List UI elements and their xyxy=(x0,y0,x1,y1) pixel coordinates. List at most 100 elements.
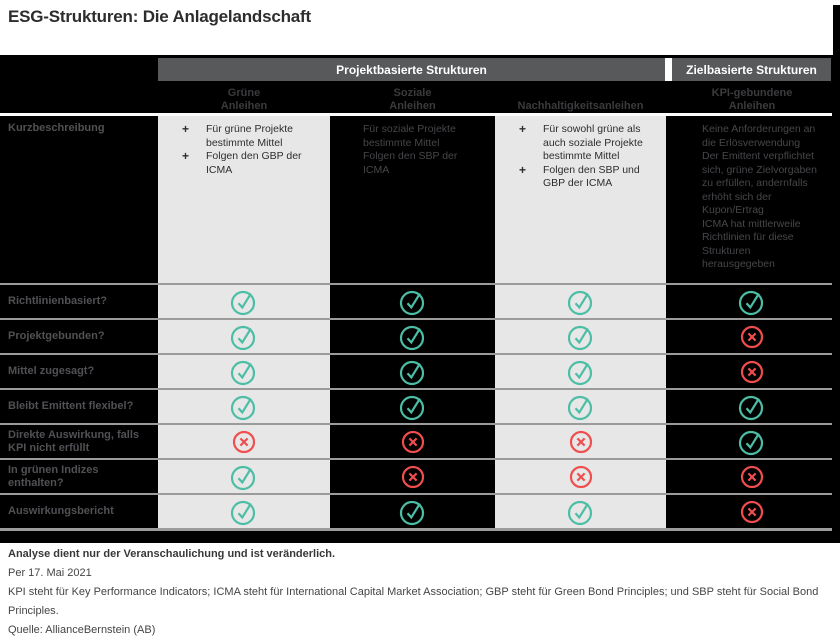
group-header-project-based: Projektbasierte Strukturen xyxy=(158,58,665,81)
comparison-table: Projektbasierte Strukturen Zielbasierte … xyxy=(0,55,840,543)
check-circle-icon xyxy=(230,465,256,490)
row-separator xyxy=(0,493,832,495)
cross-circle-icon xyxy=(401,430,424,453)
column-header-line: Grüne xyxy=(227,87,261,99)
check-circle-icon xyxy=(230,290,256,315)
mark-cell xyxy=(158,495,330,528)
table-bottom-line xyxy=(0,528,832,531)
description-cell-4: Keine Anforderungen an die Erlösverwendu… xyxy=(672,116,832,283)
disclaimer-note: Analyse dient nur der Veranschaulichung … xyxy=(8,548,336,560)
column-header-2: Soziale Anleihen xyxy=(333,80,492,113)
column-header-1: Grüne Anleihen xyxy=(158,80,330,113)
mark-cell xyxy=(333,460,492,493)
mark-cell xyxy=(158,285,330,318)
column-header-line: Soziale xyxy=(393,87,432,99)
mark-cell xyxy=(672,460,832,493)
mark-cell xyxy=(158,390,330,423)
right-edge-strip xyxy=(833,5,840,57)
row-separator xyxy=(0,353,832,355)
cross-circle-icon xyxy=(569,430,592,453)
row-label: Bleibt Emittent flexibel? xyxy=(8,390,156,423)
row-label: Auswirkungsbericht xyxy=(8,495,156,528)
plus-bullet-icon: + xyxy=(519,122,527,136)
mark-cell xyxy=(672,285,832,318)
cross-circle-icon xyxy=(740,500,764,523)
description-cell-2: Für soziale Projekte bestimmte Mittel Fol… xyxy=(333,116,492,283)
check-circle-icon xyxy=(738,290,764,315)
mark-cell xyxy=(672,320,832,353)
column-header-line: Nachhaltigkeitsanleihen xyxy=(517,100,644,112)
column-header-3: Nachhaltigkeitsanleihen xyxy=(495,80,666,113)
description-text: Für grüne Projekte bestimmte Mittel xyxy=(206,123,293,149)
description-cell-1: + Für grüne Projekte bestimmte Mittel + Fol… xyxy=(158,116,330,283)
cross-circle-icon xyxy=(569,465,592,488)
mark-cell xyxy=(158,460,330,493)
description-bullet-item: + Folgen den SBP und GBP der ICMA xyxy=(519,162,654,191)
mark-cell xyxy=(495,320,666,353)
cross-circle-icon xyxy=(232,430,256,453)
group-header-divider xyxy=(665,58,672,81)
column-header-line: Anleihen xyxy=(220,100,268,112)
mark-cell xyxy=(672,495,832,528)
mark-cell xyxy=(158,425,330,458)
mark-cell xyxy=(495,425,666,458)
description-text: Folgen den GBP der ICMA xyxy=(206,150,302,176)
check-circle-icon xyxy=(230,325,256,350)
check-circle-icon xyxy=(399,290,424,315)
mark-cell xyxy=(333,320,492,353)
header-divider-line xyxy=(0,113,832,116)
cross-circle-icon xyxy=(740,465,764,488)
check-circle-icon xyxy=(230,500,256,525)
row-separator xyxy=(0,283,832,285)
row-label-text: In grünen Indizes enthalten? xyxy=(8,463,99,489)
cross-circle-icon xyxy=(401,465,424,488)
row-label-text: Mittel zugesagt? xyxy=(8,365,95,377)
check-circle-icon xyxy=(567,395,592,420)
mark-cell xyxy=(333,390,492,423)
row-label-text: Bleibt Emittent flexibel? xyxy=(8,400,134,412)
mark-cell xyxy=(672,425,832,458)
description-text: Der Emittent verpflichtet sich, grüne Zi… xyxy=(702,150,817,216)
source-note: Quelle: AllianceBernstein (AB) xyxy=(8,624,156,636)
mark-cell xyxy=(158,355,330,388)
check-circle-icon xyxy=(230,395,256,420)
plus-bullet-icon: + xyxy=(182,149,190,163)
row-separator xyxy=(0,318,832,320)
description-text: Für soziale Projekte bestimmte Mittel xyxy=(363,123,456,149)
as-of-date: Per 17. Mai 2021 xyxy=(8,567,92,579)
definitions-note: KPI steht für Key Performance Indicators… xyxy=(8,586,819,617)
column-header-line: Anleihen xyxy=(389,100,436,112)
description-cell-3: + Für sowohl grüne als auch soziale Proje… xyxy=(495,116,666,283)
description-bullet-item: + Für grüne Projekte bestimmte Mittel xyxy=(182,122,318,150)
mark-cell xyxy=(333,495,492,528)
check-circle-icon xyxy=(230,360,256,385)
row-label: Richtlinienbasiert? xyxy=(8,285,156,318)
mark-cell xyxy=(495,390,666,423)
row-separator xyxy=(0,458,832,460)
check-circle-icon xyxy=(567,360,592,385)
mark-cell xyxy=(495,355,666,388)
row-label: Mittel zugesagt? xyxy=(8,355,156,388)
plus-bullet-icon: + xyxy=(182,122,190,136)
footnotes: Analyse dient nur der Veranschaulichung … xyxy=(8,545,832,640)
mark-cell xyxy=(495,285,666,318)
description-text: Keine Anforderungen an die Erlösverwendu… xyxy=(702,123,816,149)
mark-cell xyxy=(495,460,666,493)
column-header-4: KPI-gebundene Anleihen xyxy=(672,80,832,113)
column-header-line: KPI-gebundene xyxy=(711,87,793,99)
row-label-text: Direkte Auswirkung, falls KPI nicht erfü… xyxy=(8,428,140,454)
row-separator xyxy=(0,388,832,390)
check-circle-icon xyxy=(399,325,424,350)
description-text: Folgen den SBP der ICMA xyxy=(363,150,458,176)
mark-cell xyxy=(672,390,832,423)
row-label-text: Richtlinienbasiert? xyxy=(8,295,108,307)
description-text: ICMA hat mittlerweile Richtlinien für di… xyxy=(702,217,801,271)
mark-cell xyxy=(333,425,492,458)
description-text: Für sowohl grüne als auch soziale Projek… xyxy=(543,123,643,162)
plus-bullet-icon: + xyxy=(519,162,527,177)
check-circle-icon xyxy=(399,360,424,385)
description-text: Folgen den SBP und GBP der ICMA xyxy=(543,163,640,190)
row-label: In grünen Indizes enthalten? xyxy=(8,460,156,493)
mark-cell xyxy=(333,355,492,388)
